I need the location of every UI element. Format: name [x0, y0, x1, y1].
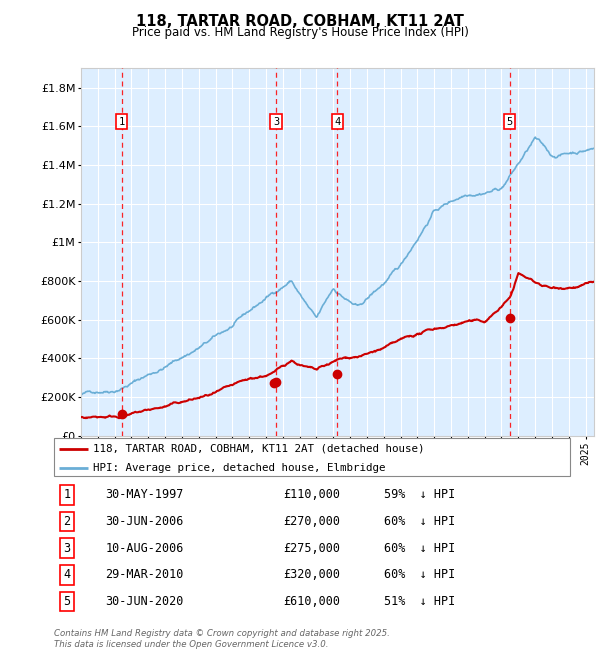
Text: 29-MAR-2010: 29-MAR-2010	[106, 568, 184, 581]
Text: 3: 3	[273, 116, 279, 127]
Text: 30-JUN-2006: 30-JUN-2006	[106, 515, 184, 528]
Text: 60%  ↓ HPI: 60% ↓ HPI	[384, 515, 455, 528]
Text: £110,000: £110,000	[284, 488, 341, 501]
Text: 60%  ↓ HPI: 60% ↓ HPI	[384, 568, 455, 581]
Text: 4: 4	[64, 568, 70, 581]
Text: 118, TARTAR ROAD, COBHAM, KT11 2AT: 118, TARTAR ROAD, COBHAM, KT11 2AT	[136, 14, 464, 29]
Text: Price paid vs. HM Land Registry's House Price Index (HPI): Price paid vs. HM Land Registry's House …	[131, 26, 469, 39]
Text: 59%  ↓ HPI: 59% ↓ HPI	[384, 488, 455, 501]
Text: £320,000: £320,000	[284, 568, 341, 581]
Text: 5: 5	[506, 116, 513, 127]
Text: £610,000: £610,000	[284, 595, 341, 608]
Text: 1: 1	[64, 488, 70, 501]
Text: 51%  ↓ HPI: 51% ↓ HPI	[384, 595, 455, 608]
Text: 30-JUN-2020: 30-JUN-2020	[106, 595, 184, 608]
Text: 2: 2	[64, 515, 70, 528]
Text: 10-AUG-2006: 10-AUG-2006	[106, 541, 184, 554]
Text: HPI: Average price, detached house, Elmbridge: HPI: Average price, detached house, Elmb…	[92, 463, 385, 473]
Text: 5: 5	[64, 595, 70, 608]
FancyBboxPatch shape	[54, 438, 570, 476]
Text: 1: 1	[118, 116, 125, 127]
Text: £270,000: £270,000	[284, 515, 341, 528]
Text: 118, TARTAR ROAD, COBHAM, KT11 2AT (detached house): 118, TARTAR ROAD, COBHAM, KT11 2AT (deta…	[92, 444, 424, 454]
Text: 3: 3	[64, 541, 70, 554]
Text: 30-MAY-1997: 30-MAY-1997	[106, 488, 184, 501]
Text: Contains HM Land Registry data © Crown copyright and database right 2025.
This d: Contains HM Land Registry data © Crown c…	[54, 629, 390, 649]
Text: 4: 4	[334, 116, 340, 127]
Text: £275,000: £275,000	[284, 541, 341, 554]
Text: 60%  ↓ HPI: 60% ↓ HPI	[384, 541, 455, 554]
